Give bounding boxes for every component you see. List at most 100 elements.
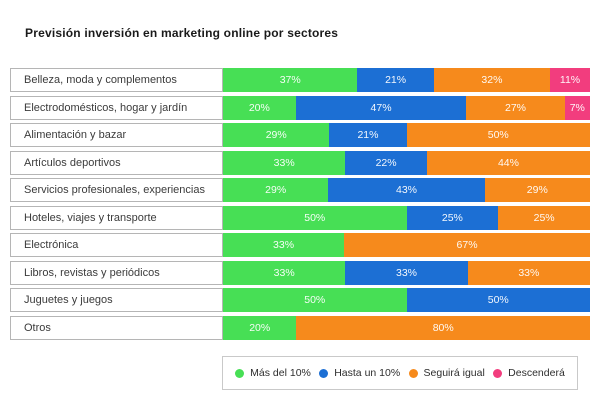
- chart-row: Electrodomésticos, hogar y jardín 20% 47% 2…: [10, 95, 590, 120]
- bar-value-label: 47%: [370, 101, 392, 114]
- bar-value-label: 29%: [265, 129, 287, 141]
- bar-value-label: 20%: [248, 101, 270, 114]
- bar-segment: 22%: [345, 150, 427, 175]
- bar-value-label: 37%: [279, 74, 301, 86]
- bar-track: 20% 47% 27% 7%: [223, 95, 590, 120]
- category-label: Servicios profesionales, experiencias: [10, 178, 223, 202]
- bar-segment: 44%: [426, 150, 590, 175]
- legend-label: Más del 10%: [250, 367, 311, 379]
- bar-value-label: 25%: [533, 211, 555, 224]
- chart-row: Electrónica 33% 67%: [10, 233, 590, 257]
- legend-dot-icon: [319, 368, 329, 378]
- bar-value-label: 21%: [357, 129, 379, 141]
- legend-dot-icon: [493, 368, 503, 378]
- bar-segment: 32%: [433, 68, 551, 92]
- bar-value-label: 33%: [518, 266, 540, 279]
- bar-segment: 29%: [223, 123, 330, 147]
- chart-row: Servicios profesionales, experiencias 29%…: [10, 178, 590, 202]
- legend-label: Hasta un 10%: [334, 367, 401, 379]
- category-label: Juguetes y juegos: [10, 288, 223, 312]
- chart-row: Libros, revistas y periódicos 33% 33% 33%: [10, 260, 590, 285]
- bar-value-label: 25%: [441, 211, 463, 224]
- bar-segment: 33%: [223, 150, 346, 175]
- bar-segment: 67%: [344, 233, 590, 257]
- bar-segment: 25%: [498, 205, 590, 230]
- chart-row: Hoteles, viajes y transporte 50% 25% 25%: [10, 205, 590, 230]
- bar-segment: 11%: [550, 68, 591, 92]
- bar-value-label: 7%: [569, 101, 585, 114]
- bar-track: 29% 21% 50%: [223, 123, 590, 147]
- bar-value-label: 80%: [432, 321, 454, 334]
- category-label: Electrodomésticos, hogar y jardín: [10, 95, 223, 120]
- category-label: Alimentación y bazar: [10, 123, 223, 147]
- category-label: Hoteles, viajes y transporte: [10, 205, 223, 230]
- bar-value-label: 33%: [273, 266, 295, 279]
- bar-value-label: 32%: [481, 74, 503, 86]
- chart-row: Otros 20% 80%: [10, 315, 590, 340]
- chart-legend: Más del 10% Hasta un 10% Seguirá igual Desc…: [222, 356, 578, 390]
- bar-segment: 33%: [467, 260, 590, 285]
- stacked-bar-chart: Belleza, moda y complementos 37% 21% 32% 11%…: [10, 68, 591, 343]
- category-label: Libros, revistas y periódicos: [10, 260, 223, 285]
- bar-value-label: 29%: [265, 184, 287, 196]
- bar-value-label: 50%: [304, 294, 326, 306]
- bar-value-label: 21%: [385, 74, 407, 86]
- bar-segment: 50%: [406, 288, 590, 312]
- category-label: Electrónica: [10, 233, 223, 257]
- bar-value-label: 33%: [273, 239, 295, 251]
- legend-item: Seguirá igual: [408, 367, 485, 379]
- bar-segment: 33%: [345, 260, 468, 285]
- bar-segment: 20%: [223, 95, 296, 120]
- bar-segment: 25%: [406, 205, 499, 230]
- bar-segment: 7%: [564, 95, 590, 120]
- legend-item: Hasta un 10%: [319, 367, 400, 379]
- chart-row: Artículos deportivos 33% 22% 44%: [10, 150, 590, 175]
- bar-value-label: 50%: [487, 294, 509, 306]
- bar-value-label: 44%: [497, 156, 519, 169]
- bar-segment: 21%: [357, 68, 434, 92]
- bar-segment: 43%: [328, 178, 485, 202]
- bar-value-label: 43%: [395, 184, 417, 196]
- bar-segment: 33%: [223, 260, 346, 285]
- bar-value-label: 33%: [395, 266, 417, 279]
- bar-track: 50% 25% 25%: [223, 205, 590, 230]
- bar-segment: 29%: [484, 178, 590, 202]
- chart-title: Previsión inversión en marketing online …: [25, 26, 339, 40]
- legend-dot-icon: [408, 368, 418, 378]
- bar-track: 33% 22% 44%: [223, 150, 590, 175]
- legend-dot-icon: [235, 368, 245, 378]
- bar-segment: 50%: [223, 205, 407, 230]
- bar-track: 20% 80%: [223, 315, 590, 340]
- bar-segment: 21%: [329, 123, 407, 147]
- bar-value-label: 33%: [273, 156, 295, 169]
- bar-segment: 27%: [466, 95, 565, 120]
- legend-label: Descenderá: [508, 367, 565, 379]
- bar-track: 33% 33% 33%: [223, 260, 590, 285]
- category-label: Belleza, moda y complementos: [10, 68, 223, 92]
- bar-value-label: 50%: [304, 211, 326, 224]
- legend-label: Seguirá igual: [423, 367, 485, 379]
- bar-segment: 20%: [223, 315, 297, 340]
- bar-track: 37% 21% 32% 11%: [223, 68, 591, 92]
- bar-segment: 37%: [223, 68, 358, 92]
- bar-track: 33% 67%: [223, 233, 590, 257]
- category-label: Otros: [10, 315, 223, 340]
- chart-row: Belleza, moda y complementos 37% 21% 32% 11%: [10, 68, 591, 92]
- chart-row: Alimentación y bazar 29% 21% 50%: [10, 123, 590, 147]
- bar-value-label: 20%: [249, 321, 271, 334]
- bar-value-label: 29%: [526, 184, 548, 196]
- bar-segment: 80%: [296, 315, 590, 340]
- legend-item: Más del 10%: [235, 367, 311, 379]
- legend-item: Descenderá: [493, 367, 565, 379]
- chart-row: Juguetes y juegos 50% 50%: [10, 288, 590, 312]
- bar-value-label: 11%: [559, 74, 581, 86]
- bar-track: 50% 50%: [223, 288, 590, 312]
- category-label: Artículos deportivos: [10, 150, 223, 175]
- bar-segment: 47%: [295, 95, 467, 120]
- bar-value-label: 67%: [456, 239, 478, 251]
- bar-track: 29% 43% 29%: [223, 178, 590, 202]
- bar-segment: 33%: [223, 233, 345, 257]
- bar-value-label: 27%: [505, 101, 527, 114]
- bar-segment: 50%: [223, 288, 407, 312]
